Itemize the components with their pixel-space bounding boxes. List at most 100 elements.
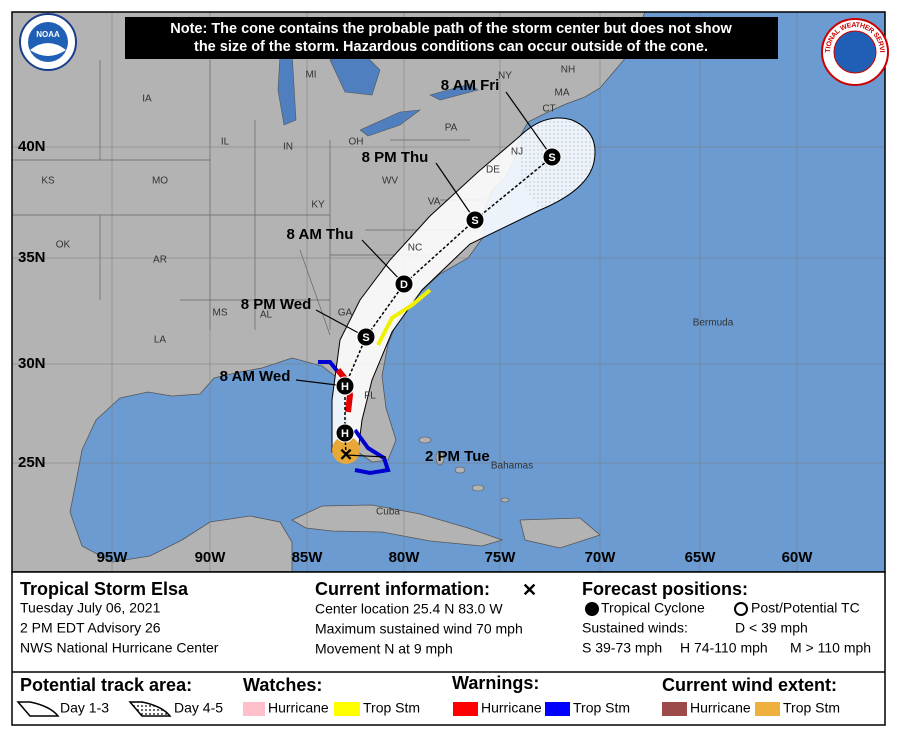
place-label: KY — [311, 200, 325, 211]
current-line: Maximum sustained wind 70 mph — [315, 621, 523, 637]
place-label: Bermuda — [693, 318, 734, 329]
track-symbol: S — [471, 215, 478, 227]
place-label: MI — [305, 70, 316, 81]
place-label: MO — [152, 176, 168, 187]
noaa-logo: NOAA — [19, 13, 77, 71]
current-symbol: ✕ — [522, 580, 537, 600]
place-label: MS — [213, 308, 228, 319]
wind-title: Current wind extent: — [662, 675, 837, 695]
warn-ts-label: Trop Stm — [573, 700, 630, 716]
time-label: 8 PM Thu — [362, 149, 429, 166]
lon-label: 65W — [685, 549, 717, 566]
lat-label: 30N — [18, 355, 46, 372]
place-label: AL — [260, 310, 273, 321]
place-label: WV — [382, 176, 398, 187]
leader-line — [345, 454, 387, 458]
ts-watch — [376, 288, 432, 346]
lon-label: 75W — [485, 549, 517, 566]
place-label: IA — [142, 94, 152, 105]
place-label: VA — [428, 197, 441, 208]
place-label: Bahamas — [491, 461, 533, 472]
place-label: OH — [349, 137, 364, 148]
warn-ts-swatch — [545, 702, 570, 716]
forecast-title: Forecast positions: — [582, 579, 748, 599]
track-title: Potential track area: — [20, 675, 192, 695]
forecast-track: 2 PM Tue ✕ H 8 AM Wed H 8 PM Wed S 8 AM Thu D 8 P… — [220, 77, 562, 465]
time-label: 8 AM Thu — [287, 226, 354, 243]
track-symbol: S — [548, 152, 555, 164]
place-label: IN — [283, 142, 293, 153]
place-label: NJ — [511, 147, 523, 158]
winds-m: M > 110 mph — [790, 640, 871, 656]
storm-line: Tuesday July 06, 2021 — [20, 600, 161, 616]
winds-d: D < 39 mph — [735, 620, 808, 636]
wind-hurricane-swatch — [662, 702, 687, 716]
day45-icon — [128, 701, 172, 717]
place-label: FL — [364, 391, 376, 402]
place-label: IL — [221, 137, 230, 148]
watch-ts-swatch — [334, 702, 360, 716]
day13-label: Day 1-3 — [60, 700, 109, 716]
place-label: DE — [486, 165, 500, 176]
lat-label: 40N — [18, 138, 46, 155]
watches-title: Watches: — [243, 675, 322, 695]
cuba — [291, 504, 504, 547]
storm-line: 2 PM EDT Advisory 26 — [20, 620, 161, 636]
lon-label: 70W — [585, 549, 617, 566]
info-panel — [11, 571, 886, 726]
track-point — [542, 147, 562, 167]
place-label: LA — [154, 335, 167, 346]
watch-hurricane-label: Hurricane — [268, 700, 329, 716]
time-label: 2 PM Tue — [425, 448, 490, 465]
time-label: 8 AM Fri — [441, 77, 500, 94]
track-point — [394, 274, 414, 294]
leader-line — [361, 239, 405, 285]
leader-line — [505, 91, 553, 158]
day13-icon — [16, 701, 60, 717]
note-box — [125, 17, 778, 59]
wind-ts-swatch — [755, 702, 780, 716]
current-title: Current information: — [315, 579, 490, 599]
bahamas — [418, 436, 510, 503]
track-symbol: H — [341, 381, 349, 393]
storm-line: NWS National Hurricane Center — [20, 640, 219, 656]
place-label: NY — [498, 71, 512, 82]
track-symbol: H — [341, 428, 349, 440]
ts-warning — [318, 360, 391, 476]
track-point — [335, 376, 355, 396]
winds-title: Sustained winds: — [582, 620, 688, 636]
watch-ts-label: Trop Stm — [363, 700, 420, 716]
time-label: 8 AM Wed — [220, 368, 291, 385]
place-label: GA — [338, 308, 353, 319]
noaa-text: NOAA — [36, 30, 60, 39]
place-label: PA — [445, 123, 458, 134]
warn-hurricane-swatch — [453, 702, 478, 716]
note-line: Note: The cone contains the probable pat… — [170, 21, 732, 37]
current-line: Movement N at 9 mph — [315, 641, 453, 657]
wind-hurricane-label: Hurricane — [690, 700, 751, 716]
lon-label: 60W — [782, 549, 814, 566]
winds-s: S 39-73 mph — [582, 640, 662, 656]
place-label: NC — [408, 243, 422, 254]
map-labels: 40N 35N 30N 25N 95W 90W 85W 80W 75W 70W 65W 60W MI NY… — [18, 65, 813, 566]
tc-label: Tropical Cyclone — [601, 600, 705, 616]
wind-ts-label: Trop Stm — [783, 700, 840, 716]
warnings-title: Warnings: — [452, 673, 539, 693]
leader-line — [435, 162, 476, 221]
track-point — [356, 327, 376, 347]
hispaniola — [519, 517, 601, 549]
warn-hurricane-label: Hurricane — [481, 700, 542, 716]
lat-label: 25N — [18, 454, 46, 471]
lat-label: 35N — [18, 249, 46, 266]
place-label: Cuba — [376, 507, 400, 518]
current-position: ✕ — [339, 445, 353, 464]
map: 40N 35N 30N 25N 95W 90W 85W 80W 75W 70W 65W 60W MI NY… — [12, 12, 885, 572]
lon-label: 90W — [195, 549, 227, 566]
place-label: NH — [561, 65, 575, 76]
lon-label: 95W — [97, 549, 129, 566]
wind-extent-ts — [332, 436, 360, 464]
current-line: Center location 25.4 N 83.0 W — [315, 601, 503, 617]
track-symbol: D — [400, 279, 408, 291]
note-line: the size of the storm. Hazardous conditi… — [194, 39, 708, 55]
